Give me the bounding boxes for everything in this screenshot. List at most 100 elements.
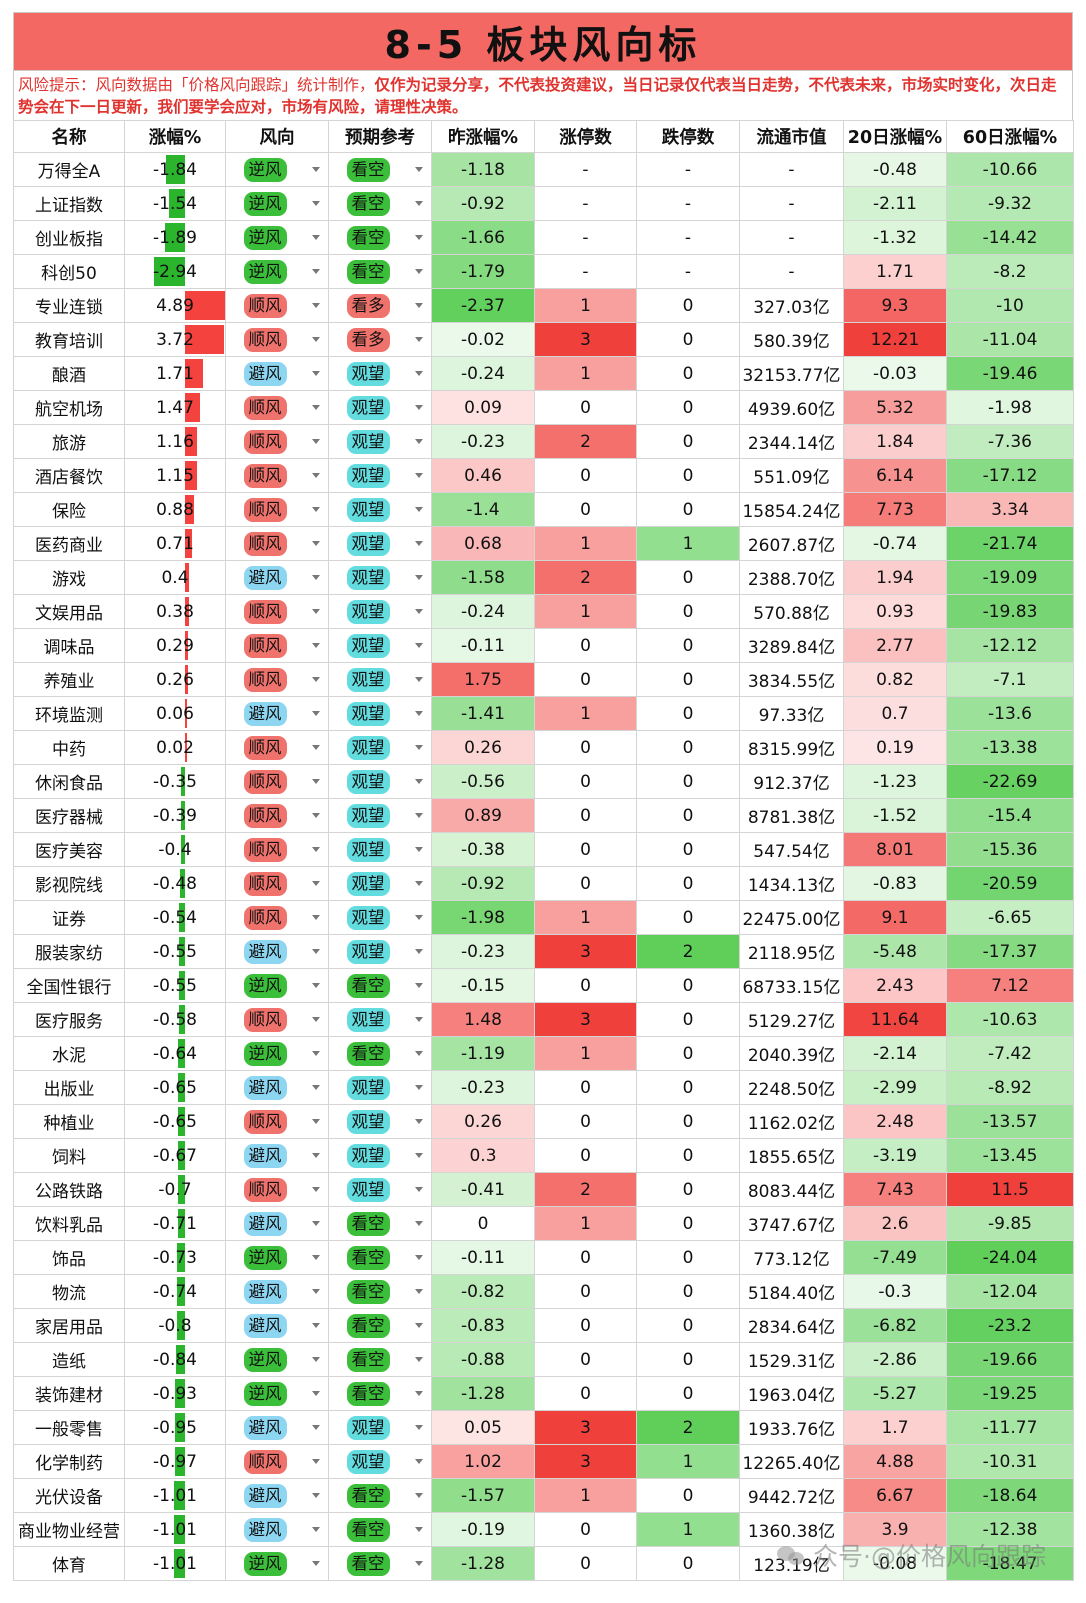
expect-dropdown[interactable]: 看空	[328, 254, 432, 289]
dropdown-arrow-icon[interactable]	[312, 1560, 320, 1566]
dropdown-arrow-icon[interactable]	[312, 1458, 320, 1464]
dropdown-arrow-icon[interactable]	[415, 302, 423, 308]
expect-dropdown[interactable]: 观望	[328, 866, 432, 901]
dropdown-arrow-icon[interactable]	[312, 1356, 320, 1362]
dropdown-arrow-icon[interactable]	[415, 1288, 423, 1294]
wind-dropdown[interactable]: 顺风	[225, 594, 329, 629]
dropdown-arrow-icon[interactable]	[312, 234, 320, 240]
dropdown-arrow-icon[interactable]	[415, 1084, 423, 1090]
expect-dropdown[interactable]: 观望	[328, 594, 432, 629]
wind-dropdown[interactable]: 逆风	[225, 152, 329, 187]
dropdown-arrow-icon[interactable]	[312, 778, 320, 784]
expect-dropdown[interactable]: 观望	[328, 390, 432, 425]
wind-dropdown[interactable]: 顺风	[225, 424, 329, 459]
header-wind[interactable]: 风向	[225, 120, 329, 153]
expect-dropdown[interactable]: 观望	[328, 1070, 432, 1105]
expect-dropdown[interactable]: 看空	[328, 1546, 432, 1581]
dropdown-arrow-icon[interactable]	[312, 200, 320, 206]
dropdown-arrow-icon[interactable]	[415, 1016, 423, 1022]
dropdown-arrow-icon[interactable]	[415, 676, 423, 682]
dropdown-arrow-icon[interactable]	[312, 370, 320, 376]
dropdown-arrow-icon[interactable]	[312, 1390, 320, 1396]
expect-dropdown[interactable]: 看空	[328, 1342, 432, 1377]
dropdown-arrow-icon[interactable]	[312, 608, 320, 614]
expect-dropdown[interactable]: 观望	[328, 458, 432, 493]
dropdown-arrow-icon[interactable]	[312, 880, 320, 886]
expect-dropdown[interactable]: 看空	[328, 1274, 432, 1309]
dropdown-arrow-icon[interactable]	[312, 1084, 320, 1090]
dropdown-arrow-icon[interactable]	[415, 200, 423, 206]
wind-dropdown[interactable]: 顺风	[225, 492, 329, 527]
dropdown-arrow-icon[interactable]	[312, 540, 320, 546]
dropdown-arrow-icon[interactable]	[415, 1424, 423, 1430]
wind-dropdown[interactable]: 逆风	[225, 186, 329, 221]
wind-dropdown[interactable]: 顺风	[225, 1172, 329, 1207]
expect-dropdown[interactable]: 观望	[328, 900, 432, 935]
wind-dropdown[interactable]: 避风	[225, 1274, 329, 1309]
wind-dropdown[interactable]: 顺风	[225, 322, 329, 357]
dropdown-arrow-icon[interactable]	[415, 404, 423, 410]
expect-dropdown[interactable]: 观望	[328, 1410, 432, 1445]
dropdown-arrow-icon[interactable]	[415, 1220, 423, 1226]
wind-dropdown[interactable]: 顺风	[225, 628, 329, 663]
dropdown-arrow-icon[interactable]	[312, 744, 320, 750]
dropdown-arrow-icon[interactable]	[312, 1492, 320, 1498]
expect-dropdown[interactable]: 观望	[328, 628, 432, 663]
wind-dropdown[interactable]: 逆风	[225, 254, 329, 289]
dropdown-arrow-icon[interactable]	[415, 778, 423, 784]
wind-dropdown[interactable]: 顺风	[225, 1444, 329, 1479]
wind-dropdown[interactable]: 顺风	[225, 730, 329, 765]
expect-dropdown[interactable]: 看空	[328, 1036, 432, 1071]
header-change[interactable]: 涨幅%	[124, 120, 226, 153]
dropdown-arrow-icon[interactable]	[415, 1356, 423, 1362]
dropdown-arrow-icon[interactable]	[312, 302, 320, 308]
header-expect[interactable]: 预期参考	[328, 120, 432, 153]
wind-dropdown[interactable]: 逆风	[225, 1376, 329, 1411]
expect-dropdown[interactable]: 观望	[328, 1002, 432, 1037]
dropdown-arrow-icon[interactable]	[415, 1152, 423, 1158]
wind-dropdown[interactable]: 顺风	[225, 390, 329, 425]
header-limit-up[interactable]: 涨停数	[534, 120, 637, 153]
dropdown-arrow-icon[interactable]	[415, 370, 423, 376]
header-prev-change[interactable]: 昨涨幅%	[431, 120, 535, 153]
dropdown-arrow-icon[interactable]	[312, 676, 320, 682]
dropdown-arrow-icon[interactable]	[415, 336, 423, 342]
dropdown-arrow-icon[interactable]	[312, 1050, 320, 1056]
wind-dropdown[interactable]: 顺风	[225, 832, 329, 867]
dropdown-arrow-icon[interactable]	[312, 1288, 320, 1294]
dropdown-arrow-icon[interactable]	[415, 1458, 423, 1464]
dropdown-arrow-icon[interactable]	[415, 438, 423, 444]
wind-dropdown[interactable]: 顺风	[225, 1002, 329, 1037]
expect-dropdown[interactable]: 观望	[328, 356, 432, 391]
dropdown-arrow-icon[interactable]	[312, 812, 320, 818]
dropdown-arrow-icon[interactable]	[312, 438, 320, 444]
expect-dropdown[interactable]: 观望	[328, 1138, 432, 1173]
dropdown-arrow-icon[interactable]	[415, 1186, 423, 1192]
dropdown-arrow-icon[interactable]	[312, 1220, 320, 1226]
dropdown-arrow-icon[interactable]	[312, 1526, 320, 1532]
dropdown-arrow-icon[interactable]	[415, 982, 423, 988]
dropdown-arrow-icon[interactable]	[415, 1254, 423, 1260]
dropdown-arrow-icon[interactable]	[415, 710, 423, 716]
expect-dropdown[interactable]: 观望	[328, 696, 432, 731]
dropdown-arrow-icon[interactable]	[312, 574, 320, 580]
expect-dropdown[interactable]: 观望	[328, 424, 432, 459]
dropdown-arrow-icon[interactable]	[312, 506, 320, 512]
wind-dropdown[interactable]: 避风	[225, 1206, 329, 1241]
dropdown-arrow-icon[interactable]	[415, 608, 423, 614]
dropdown-arrow-icon[interactable]	[415, 166, 423, 172]
wind-dropdown[interactable]: 顺风	[225, 764, 329, 799]
wind-dropdown[interactable]: 避风	[225, 560, 329, 595]
expect-dropdown[interactable]: 观望	[328, 798, 432, 833]
dropdown-arrow-icon[interactable]	[415, 506, 423, 512]
expect-dropdown[interactable]: 观望	[328, 1444, 432, 1479]
dropdown-arrow-icon[interactable]	[312, 846, 320, 852]
expect-dropdown[interactable]: 看多	[328, 322, 432, 357]
expect-dropdown[interactable]: 看空	[328, 152, 432, 187]
dropdown-arrow-icon[interactable]	[312, 710, 320, 716]
expect-dropdown[interactable]: 观望	[328, 662, 432, 697]
wind-dropdown[interactable]: 逆风	[225, 1342, 329, 1377]
wind-dropdown[interactable]: 顺风	[225, 458, 329, 493]
dropdown-arrow-icon[interactable]	[415, 1526, 423, 1532]
dropdown-arrow-icon[interactable]	[312, 336, 320, 342]
